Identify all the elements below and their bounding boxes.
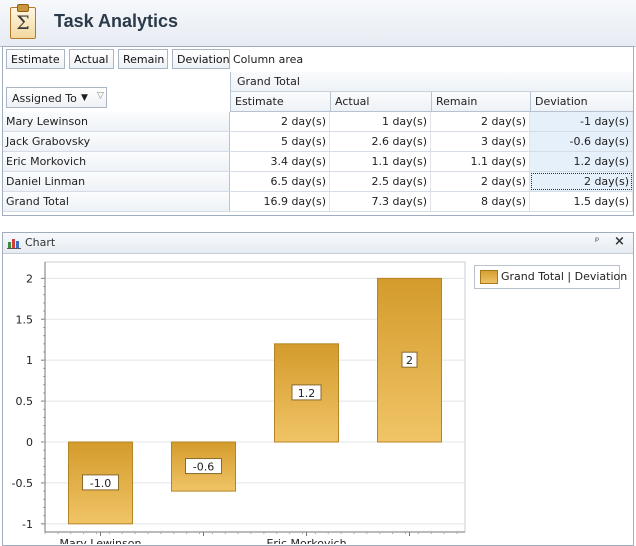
data-label-box-1 (185, 458, 222, 475)
row-label[interactable]: Grand Total (3, 192, 230, 211)
data-label-3: 2 (406, 354, 413, 367)
row-label[interactable]: Mary Lewinson (3, 112, 230, 131)
cell-remain[interactable]: 8 day(s) (431, 192, 530, 211)
cell-actual[interactable]: 7.3 day(s) (330, 192, 431, 211)
page-title: Task Analytics (54, 11, 179, 31)
field-button-estimate[interactable]: Estimate (6, 49, 65, 69)
table-row: Jack Grabovsky 5 day(s) 2.6 day(s) 3 day… (3, 132, 633, 152)
column-area-label: Column area (233, 53, 304, 66)
pivot-grid: Estimate Actual Remain Deviation Column … (2, 46, 634, 216)
cell-actual[interactable]: 1 day(s) (330, 112, 431, 131)
column-header-actual[interactable]: Actual (330, 92, 431, 112)
cell-remain[interactable]: 2 day(s) (431, 172, 530, 191)
cell-actual[interactable]: 1.1 day(s) (330, 152, 431, 171)
sort-down-icon[interactable]: ▼ (81, 93, 88, 103)
row-label[interactable]: Jack Grabovsky (3, 132, 230, 151)
field-button-deviation[interactable]: Deviation (172, 49, 230, 69)
cell-deviation[interactable]: -0.6 day(s) (530, 132, 633, 151)
pin-icon[interactable]: ᵖ (595, 236, 600, 247)
column-header-remain[interactable]: Remain (431, 92, 530, 112)
legend-swatch (480, 270, 498, 284)
x-tick-label-0: Mary Lewinson (60, 537, 142, 544)
data-label-box-3 (401, 351, 418, 368)
cell-remain[interactable]: 3 day(s) (431, 132, 530, 151)
table-row: Daniel Linman 6.5 day(s) 2.5 day(s) 2 da… (3, 172, 633, 192)
cell-actual[interactable]: 2.6 day(s) (330, 132, 431, 151)
y-tick-label-4: 0 (26, 436, 33, 449)
y-tick-label-2: 1 (26, 354, 33, 367)
data-label-box-0 (82, 474, 119, 491)
cell-deviation[interactable]: -1 day(s) (530, 112, 633, 131)
data-label-0: -1.0 (90, 477, 111, 490)
app-header: Σ Task Analytics (0, 0, 636, 47)
row-label[interactable]: Daniel Linman (3, 172, 230, 191)
grand-total-row: Grand Total 16.9 day(s) 7.3 day(s) 8 day… (3, 192, 633, 212)
field-button-remain[interactable]: Remain (118, 49, 168, 69)
row-label[interactable]: Eric Morkovich (3, 152, 230, 171)
column-header-estimate[interactable]: Estimate (230, 92, 330, 112)
x-tick-label-2: Eric Morkovich (266, 537, 346, 544)
chart-panel-title: Chart (25, 236, 56, 249)
cell-deviation[interactable]: 1.2 day(s) (530, 152, 633, 171)
cell-deviation[interactable]: 1.5 day(s) (530, 192, 633, 211)
y-tick-label-0: 2 (26, 272, 33, 285)
cell-estimate[interactable]: 6.5 day(s) (230, 172, 330, 191)
chart-titlebar: Chart ᵖ × (3, 233, 633, 254)
filter-icon[interactable]: ▽ (97, 91, 104, 101)
y-tick-label-3: 0.5 (16, 395, 34, 408)
cell-deviation-selected[interactable]: 2 day(s) (530, 172, 633, 191)
legend-label: Grand Total | Deviation (501, 270, 628, 283)
row-field-assigned-to[interactable]: Assigned To ▼ ▽ (6, 87, 107, 108)
cell-estimate[interactable]: 16.9 day(s) (230, 192, 330, 211)
cell-estimate[interactable]: 2 day(s) (230, 112, 330, 131)
close-icon[interactable]: × (614, 234, 625, 249)
data-label-box-2 (291, 384, 322, 401)
data-label-2: 1.2 (298, 387, 316, 400)
y-tick-label-5: -0.5 (12, 477, 33, 490)
bar-chart-icon (7, 239, 21, 249)
chart-legend: Grand Total | Deviation (474, 265, 627, 289)
cell-remain[interactable]: 2 day(s) (431, 112, 530, 131)
sigma-clipboard-icon: Σ (10, 4, 36, 39)
grand-total-header: Grand Total (230, 72, 633, 92)
y-tick-label-1: 1.5 (16, 313, 34, 326)
y-tick-label-6: -1 (22, 518, 33, 531)
field-button-actual[interactable]: Actual (69, 49, 114, 69)
table-row: Mary Lewinson 2 day(s) 1 day(s) 2 day(s)… (3, 112, 633, 132)
cell-remain[interactable]: 1.1 day(s) (431, 152, 530, 171)
cell-actual[interactable]: 2.5 day(s) (330, 172, 431, 191)
column-header-deviation[interactable]: Deviation (530, 92, 633, 112)
data-label-1: -0.6 (193, 461, 214, 474)
table-row: Eric Morkovich 3.4 day(s) 1.1 day(s) 1.1… (3, 152, 633, 172)
chart-panel: Chart ᵖ × 2 1.5 1 0.5 0 -0.5 -1 -1.0 Mary Lewins… (2, 232, 634, 546)
cell-estimate[interactable]: 3.4 day(s) (230, 152, 330, 171)
cell-estimate[interactable]: 5 day(s) (230, 132, 330, 151)
row-field-label: Assigned To (12, 92, 77, 105)
